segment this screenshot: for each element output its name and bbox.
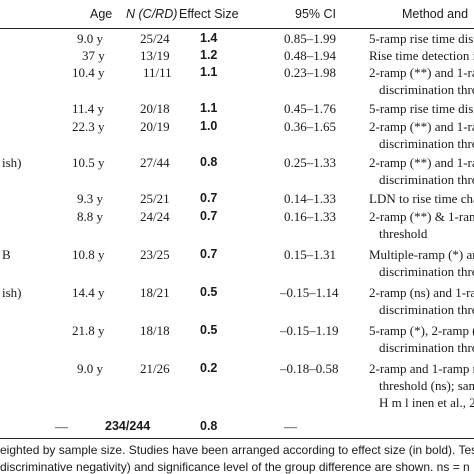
method-line-1: 2-ramp (**) and 1-ram	[369, 155, 474, 170]
table-note-line-2: discriminative negativity) and significa…	[0, 460, 470, 474]
method-line-2: discrimination thresh	[379, 136, 474, 151]
row-age: 21.8 y	[72, 323, 105, 338]
method-line-2: discrimination thresh	[379, 82, 474, 97]
row-effect: 0.7	[200, 247, 218, 261]
method-line-1: 2-ramp (**) & 1-ramp	[369, 209, 474, 224]
row-age: 11.4 y	[72, 101, 105, 116]
row-ci: 0.25–1.33	[284, 155, 336, 170]
row-effect: 0.8	[200, 155, 218, 169]
row-n: 25/21	[140, 191, 170, 206]
method-line-1: 2-ramp (ns) and 1-ram	[369, 285, 474, 300]
row-ci: –0.15–1.19	[280, 323, 339, 338]
row-ci: 0.45–1.76	[284, 101, 336, 116]
method-line-2: discrimination thresh	[379, 340, 474, 355]
row-method: 2-ramp (**) & 1-ramp threshold	[369, 208, 474, 242]
row-left-fragment: ish)	[2, 155, 22, 170]
row-left-fragment: ish)	[2, 285, 22, 300]
row-method: 5-ramp rise time discri	[369, 30, 474, 47]
header-n: N (C/RD)	[126, 7, 178, 21]
table-note-line-1: eighted by sample size. Studies have bee…	[0, 443, 474, 457]
row-effect: 0.2	[200, 361, 218, 375]
method-line-2: threshold (ns); same s	[379, 378, 474, 393]
row-ci: 0.15–1.31	[284, 247, 336, 262]
method-line-1: Rise time detection in	[369, 48, 474, 63]
row-n: 18/21	[140, 285, 170, 300]
header-effect: Effect Size	[179, 7, 239, 21]
row-effect: 0.5	[200, 323, 218, 337]
row-age: 10.4 y	[72, 65, 105, 80]
header-ci: 95% CI	[295, 7, 336, 21]
method-line-2: discrimination thresh	[379, 172, 474, 187]
method-line-1: 5-ramp (*), 2-ramp (ns	[369, 323, 474, 338]
method-line-3: H m l inen et al., 200	[379, 395, 474, 410]
row-n: 27/44	[140, 155, 170, 170]
row-effect: 1.0	[200, 119, 218, 133]
row-effect: 1.1	[200, 65, 218, 79]
method-line-1: 2-ramp (**) and 1-ram	[369, 119, 474, 134]
row-n: 20/18	[140, 101, 170, 116]
row-method: 5-ramp (*), 2-ramp (ns discrimination thr…	[369, 322, 474, 356]
method-line-1: Multiple-ramp (*) and	[369, 247, 474, 262]
row-method: Multiple-ramp (*) and discrimination thre…	[369, 246, 474, 280]
row-effect: 0.5	[200, 285, 218, 299]
row-age: 10.8 y	[72, 247, 105, 262]
row-n: 18/18	[140, 323, 170, 338]
row-effect: 0.7	[200, 191, 218, 205]
row-method: 2-ramp (**) and 1-ram discrimination thre…	[369, 64, 474, 98]
total-ci: —	[284, 419, 297, 434]
row-effect: 1.2	[200, 48, 218, 62]
row-ci: 0.36–1.65	[284, 119, 336, 134]
total-n: 234/244	[105, 419, 151, 433]
method-line-1: 2-ramp (**) and 1-ram	[369, 65, 474, 80]
row-ci: –0.15–1.14	[280, 285, 339, 300]
method-line-1: 5-ramp rise time discri	[369, 101, 474, 116]
row-n: 11/11	[143, 65, 172, 80]
row-method: 2-ramp (ns) and 1-ram discrimination thre…	[369, 284, 474, 318]
row-age: 9.0 y	[77, 361, 103, 376]
row-n: 25/24	[140, 31, 170, 46]
row-n: 20/19	[140, 119, 170, 134]
row-method: Rise time detection in	[369, 47, 474, 64]
method-line-1: LDN to rise time chan	[369, 191, 474, 206]
row-left-fragment: B	[2, 247, 11, 262]
row-age: 8.8 y	[77, 209, 103, 224]
row-ci: 0.48–1.94	[284, 48, 336, 63]
row-n: 23/25	[140, 247, 170, 262]
method-line-1: 2-ramp and 1-ramp ris	[369, 361, 474, 376]
row-method: 2-ramp (**) and 1-ram discrimination thre…	[369, 154, 474, 188]
total-age: —	[55, 419, 68, 434]
method-line-2: threshold	[379, 226, 428, 241]
row-method: 2-ramp and 1-ramp ris threshold (ns); sam…	[369, 360, 474, 411]
method-line-2: discrimination thresh	[379, 302, 474, 317]
header-method: Method and	[402, 7, 469, 21]
row-age: 22.3 y	[72, 119, 105, 134]
total-effect: 0.8	[200, 419, 218, 433]
row-effect: 0.7	[200, 209, 218, 223]
row-n: 24/24	[140, 209, 170, 224]
row-age: 9.0 y	[77, 31, 103, 46]
method-line-1: 5-ramp rise time discri	[369, 31, 474, 46]
row-ci: –0.18–0.58	[280, 361, 339, 376]
row-age: 9.3 y	[77, 191, 103, 206]
row-ci: 0.85–1.99	[284, 31, 336, 46]
row-ci: 0.23–1.98	[284, 65, 336, 80]
row-age: 14.4 y	[72, 285, 105, 300]
row-effect: 1.4	[200, 31, 218, 45]
method-line-2: discrimination thresh	[379, 264, 474, 279]
row-n: 13/19	[140, 48, 170, 63]
row-method: 5-ramp rise time discri	[369, 100, 474, 117]
row-n: 21/26	[140, 361, 170, 376]
row-ci: 0.16–1.33	[284, 209, 336, 224]
table-bottom-rule	[0, 438, 474, 439]
row-method: LDN to rise time chan	[369, 190, 474, 207]
row-age: 37 y	[82, 48, 105, 63]
header-age: Age	[90, 7, 113, 21]
row-ci: 0.14–1.33	[284, 191, 336, 206]
row-method: 2-ramp (**) and 1-ram discrimination thre…	[369, 118, 474, 152]
row-effect: 1.1	[200, 101, 218, 115]
table-header: Age N (C/RD) Effect Size 95% CI Method a…	[0, 0, 474, 29]
row-age: 10.5 y	[72, 155, 105, 170]
